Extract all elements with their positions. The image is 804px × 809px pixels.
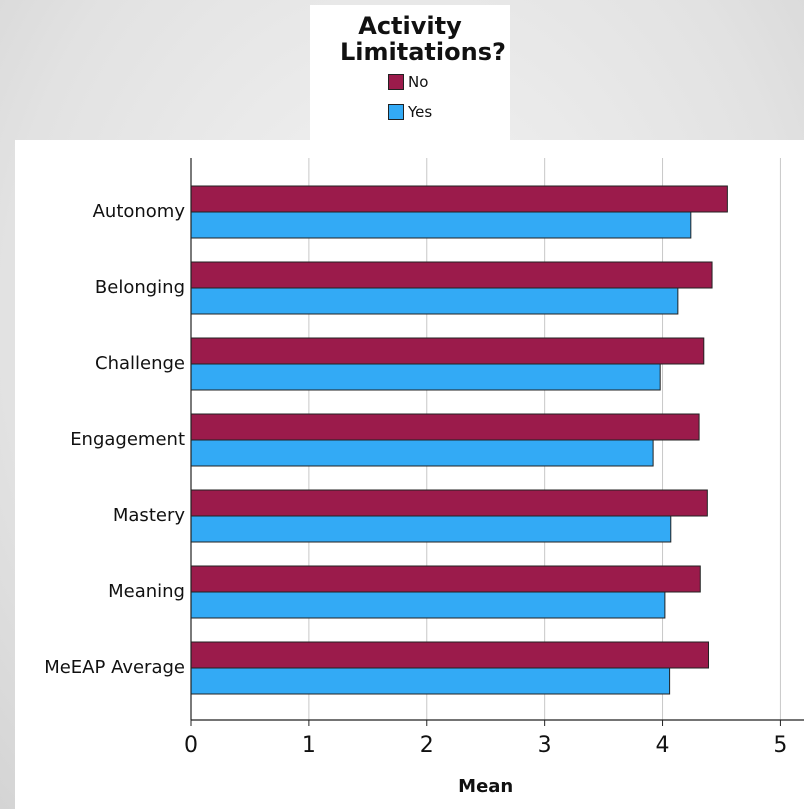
bar	[190, 515, 672, 543]
x-tick-label: 3	[538, 733, 552, 758]
x-axis-label: Mean	[458, 776, 513, 797]
y-tick-label: MeEAP Average	[44, 657, 185, 678]
y-tick-label: Autonomy	[93, 201, 186, 222]
legend-swatch	[388, 104, 404, 120]
bar	[190, 211, 692, 239]
y-tick-label: Belonging	[95, 277, 185, 298]
x-tick-label: 5	[773, 733, 787, 758]
bar	[190, 565, 701, 593]
plot-background	[15, 140, 804, 809]
legend-swatch	[388, 74, 404, 90]
x-tick-label: 0	[184, 733, 198, 758]
x-tick-label: 1	[302, 733, 316, 758]
legend-label: Yes	[408, 103, 433, 121]
legend-item: No	[388, 73, 428, 91]
bar	[190, 413, 700, 441]
bar	[190, 439, 654, 467]
chart: 0 1 2 3 4 5 Mean Autonomy Belonging Challenge Enga…	[15, 140, 804, 809]
x-tick-label: 2	[420, 733, 434, 758]
bar	[190, 287, 679, 315]
bar	[190, 591, 666, 619]
x-tick-label: 4	[656, 733, 670, 758]
legend-label: No	[408, 73, 429, 91]
bar	[190, 363, 661, 391]
bar	[190, 261, 713, 289]
legend-title: Activity Limitations?	[340, 12, 506, 66]
y-tick-label: Engagement	[70, 429, 185, 450]
y-tick-label: Challenge	[95, 353, 185, 374]
y-tick-label: Meaning	[108, 581, 185, 602]
legend-item: Yes	[388, 103, 432, 121]
legend: Activity Limitations? No Yes	[310, 5, 510, 140]
bar	[190, 185, 728, 213]
bar	[190, 489, 708, 517]
y-tick-label: Mastery	[113, 505, 185, 526]
bar	[190, 641, 710, 669]
bar	[190, 667, 671, 695]
bar	[190, 337, 705, 365]
